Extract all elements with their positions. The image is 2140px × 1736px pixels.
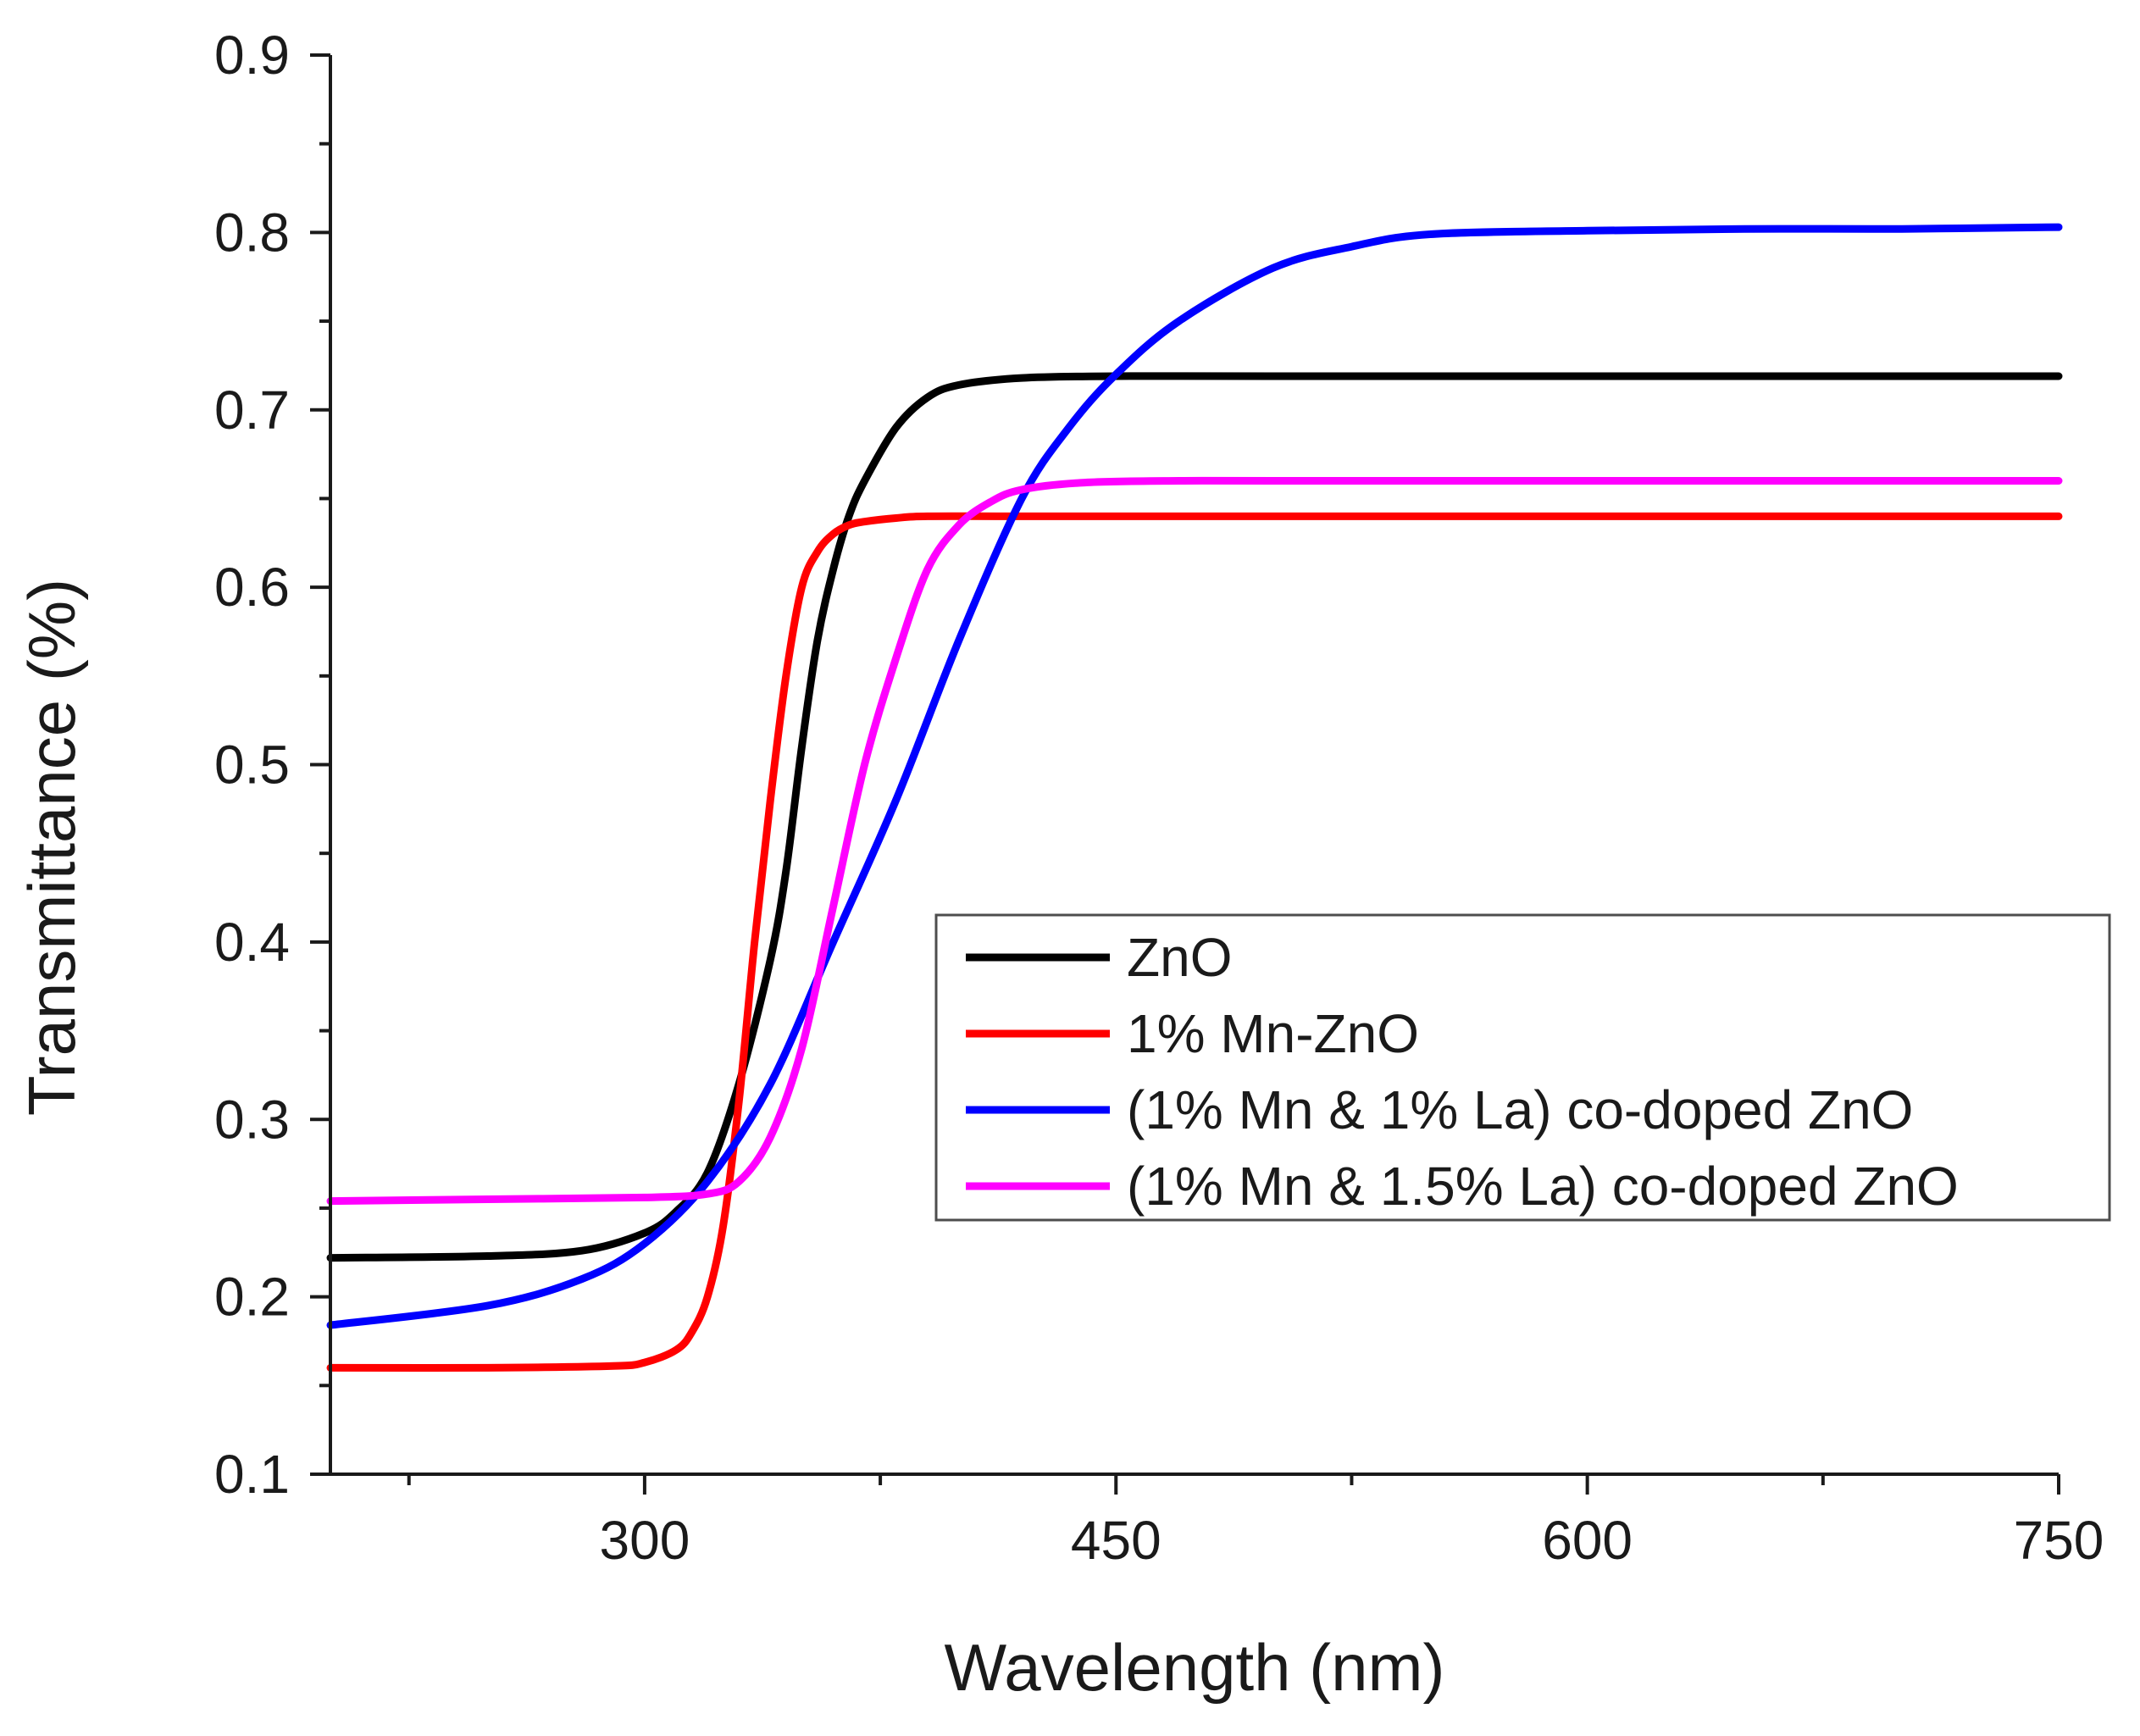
- y-tick-label: 0.7: [214, 380, 290, 441]
- x-tick-label: 450: [1071, 1510, 1161, 1571]
- series-line-1: [326, 512, 2063, 1373]
- legend-label-mn-la-1-5: (1% Mn & 1.5% La) co-doped ZnO: [1127, 1156, 1959, 1217]
- series-lines: [326, 223, 2063, 1373]
- y-tick-label: 0.5: [214, 735, 290, 796]
- axes: [310, 53, 2060, 1495]
- y-tick-label: 0.4: [214, 912, 290, 973]
- y-tick-label: 0.9: [214, 25, 290, 86]
- legend-box: [934, 913, 2111, 1222]
- legend-label-zno: ZnO: [1127, 927, 1232, 988]
- y-tick-label: 0.3: [214, 1089, 290, 1150]
- x-axis-title: Wavelength (nm): [945, 1630, 1445, 1705]
- x-tick-label: 300: [600, 1510, 690, 1571]
- series-line-2: [326, 223, 2063, 1329]
- y-tick-label: 0.2: [214, 1267, 290, 1328]
- x-tick-label: 750: [2014, 1510, 2104, 1571]
- legend-label-mn-zno: 1% Mn-ZnO: [1127, 1003, 1419, 1064]
- y-tick-label: 0.8: [214, 202, 290, 263]
- legend-label-mn-la-1: (1% Mn & 1% La) co-doped ZnO: [1127, 1079, 1913, 1140]
- y-tick-label: 0.1: [214, 1444, 290, 1505]
- y-axis-title: Transmittance (%): [14, 579, 89, 1116]
- legend: ZnO 1% Mn-ZnO (1% Mn & 1% La) co-doped Z…: [934, 913, 2111, 1222]
- x-tick-label: 600: [1542, 1510, 1633, 1571]
- series-line-3: [326, 476, 2063, 1206]
- tick-labels: 300 450 600 750 0.1 0.2 0.3 0.4 0.5 0.6 0.7 0.8 0.9: [214, 25, 2104, 1571]
- y-tick-label: 0.6: [214, 557, 290, 618]
